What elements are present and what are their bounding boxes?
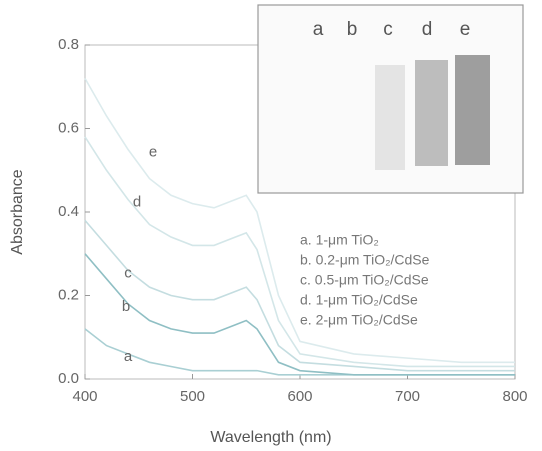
inset-label: b <box>347 19 358 40</box>
y-tick-label: 0.8 <box>58 36 79 53</box>
y-axis-label: Absorbance <box>9 169 26 254</box>
inset <box>257 4 524 194</box>
curve-label: d <box>133 193 141 210</box>
inset-sample <box>415 60 448 166</box>
curve-label: b <box>122 298 130 315</box>
inset-sample <box>455 55 490 165</box>
legend-text: b. 0.2-μm TiO₂/CdSe <box>300 252 430 268</box>
y-tick-label: 0.6 <box>58 119 79 136</box>
y-tick-label: 0.2 <box>58 286 79 303</box>
x-tick-label: 500 <box>180 388 205 405</box>
x-tick-label: 700 <box>395 388 420 405</box>
curve-label: a <box>124 348 133 365</box>
x-tick-label: 800 <box>502 388 527 405</box>
line-series <box>84 328 515 376</box>
line-series <box>84 253 515 376</box>
legend-text: c. 0.5-μm TiO₂/CdSe <box>300 272 429 288</box>
inset-label: e <box>460 19 471 40</box>
x-tick-label: 600 <box>287 388 312 405</box>
y-tick-label: 0.4 <box>58 203 79 220</box>
x-tick-label: 400 <box>72 388 97 405</box>
line-series <box>84 78 515 364</box>
inset-label: d <box>422 19 433 40</box>
inset-label: c <box>383 19 393 40</box>
curve-label: e <box>149 143 157 160</box>
legend-text: a. 1-μm TiO₂ <box>300 232 379 248</box>
inset-sample <box>375 65 405 170</box>
curve-label: c <box>124 264 132 281</box>
legend-text: e. 2-μm TiO₂/CdSe <box>300 312 418 328</box>
x-axis-label: Wavelength (nm) <box>210 429 331 446</box>
legend-text: d. 1-μm TiO₂/CdSe <box>300 292 418 308</box>
y-tick-label: 0.0 <box>58 370 79 387</box>
inset-label: a <box>313 19 324 40</box>
line-series <box>84 219 515 372</box>
line-series <box>84 136 515 368</box>
